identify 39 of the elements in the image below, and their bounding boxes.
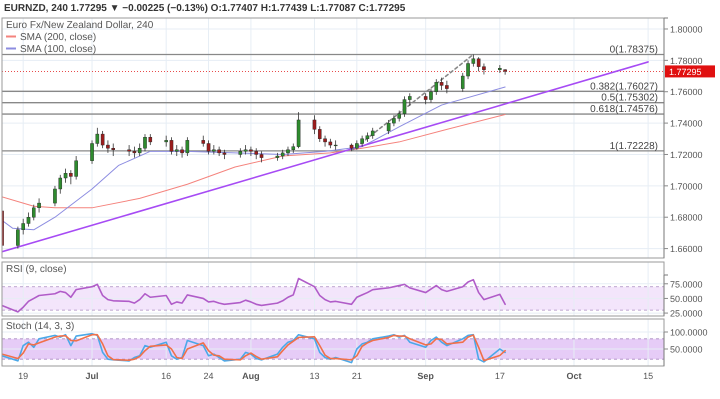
x-tick-label: Oct bbox=[566, 371, 582, 381]
y-tick-label: 1.70000 bbox=[670, 181, 703, 192]
ref-line-label: 0.5(1.75302) bbox=[601, 92, 658, 104]
ref-line-label: 0.618(1.74576) bbox=[590, 104, 658, 116]
ref-line-label: 1.77295 bbox=[669, 66, 702, 77]
ref-line-label: 0.382(1.76027) bbox=[590, 81, 658, 92]
ref-line-label: 0(1.78375) bbox=[610, 44, 658, 56]
y-tick-label: 1.80000 bbox=[670, 24, 703, 34]
y-tick-label: 1.68000 bbox=[670, 212, 703, 223]
x-tick-label: 24 bbox=[204, 371, 214, 381]
y-tick-label: 100.0000 bbox=[670, 328, 708, 338]
x-tick-label: 15 bbox=[643, 371, 654, 381]
x-tick-label: 19 bbox=[18, 371, 28, 381]
legend-label: SMA (200, close) bbox=[20, 32, 96, 43]
x-tick-label: Jul bbox=[86, 371, 99, 381]
line-series bbox=[2, 114, 506, 208]
x-tick-label: 21 bbox=[352, 371, 362, 381]
x-tick-label: 13 bbox=[309, 371, 320, 381]
line-series bbox=[2, 86, 506, 230]
y-tick-label: 25.0000 bbox=[670, 308, 703, 319]
ref-line-label: 1(1.72228) bbox=[610, 140, 658, 152]
chart-title: Stoch (14, 3, 3) bbox=[6, 321, 74, 332]
y-tick-label: 75.0000 bbox=[670, 279, 703, 290]
y-tick-label: 50.0000 bbox=[670, 294, 703, 304]
y-tick-label: 1.74000 bbox=[670, 118, 703, 129]
chart-subtitle: Euro Fx/New Zealand Dollar, 240 bbox=[6, 20, 154, 31]
x-tick-label: 17 bbox=[494, 371, 505, 381]
x-tick-label: Sep bbox=[417, 371, 434, 381]
x-tick-label: 16 bbox=[161, 371, 172, 381]
y-tick-label: 50.0000 bbox=[670, 344, 703, 354]
x-tick-label: Aug bbox=[242, 371, 260, 381]
chart-title: RSI (9, close) bbox=[6, 264, 67, 275]
y-tick-label: 1.72000 bbox=[670, 150, 703, 160]
y-tick-label: 1.66000 bbox=[670, 244, 703, 254]
chart-title: EURNZD, 240 1.77295 ▼ −0.00225 (−0.13%) O:1.77407 H:1.77439 L:1.77087 C:1.77295 bbox=[4, 3, 406, 14]
y-tick-label: 1.78000 bbox=[670, 56, 703, 66]
y-tick-label: 1.76000 bbox=[670, 87, 703, 98]
line-series bbox=[2, 278, 506, 313]
legend-label: SMA (100, close) bbox=[20, 44, 96, 55]
